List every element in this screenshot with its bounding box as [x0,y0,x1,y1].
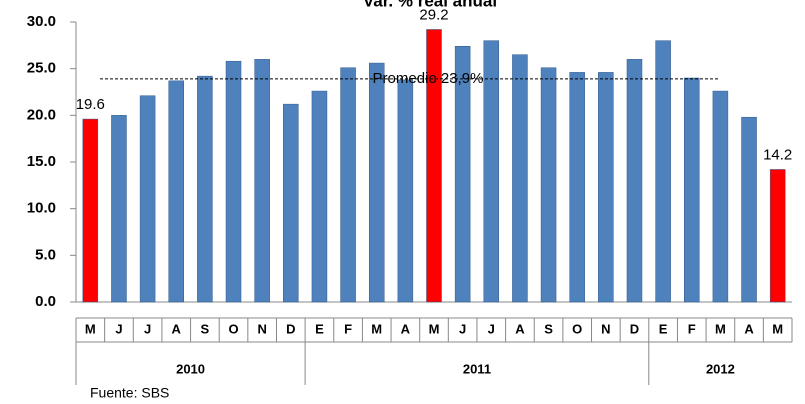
bar [340,67,356,303]
bar [569,72,585,303]
bar [111,115,127,303]
x-tick-label: M [772,321,783,336]
bar [168,80,184,303]
bar [512,54,528,303]
x-tick-label: S [544,321,553,336]
x-tick-label: E [315,321,324,336]
y-tick-label: 5.0 [35,246,56,263]
source: Fuente: SBS [90,385,169,401]
x-tick-label: A [744,321,754,336]
bar [197,75,213,303]
bar [368,62,385,303]
x-tick-label: D [286,321,295,336]
year-label: 2010 [176,361,205,376]
x-tick-label: N [257,321,266,336]
x-tick-label: J [115,321,122,336]
bar [626,59,643,303]
bar [82,118,99,303]
year-label: 2012 [706,361,735,376]
bar [426,29,442,303]
bar [540,67,557,303]
x-tick-label: M [371,321,382,336]
x-tick-label: O [572,321,582,336]
bar [225,60,242,303]
x-tick-label: A [515,321,525,336]
y-tick-label: 0.0 [35,293,56,310]
y-tick-label: 30.0 [27,13,56,30]
x-tick-label: F [344,321,352,336]
bar [684,77,700,303]
x-tick-label: J [144,321,151,336]
x-tick-label: D [630,321,639,336]
bar [254,59,270,303]
y-tick-label: 25.0 [27,60,56,77]
x-tick-label: S [201,321,210,336]
x-tick-label: M [715,321,726,336]
x-tick-label: M [429,321,440,336]
y-tick-label: 20.0 [27,106,56,123]
bar [712,90,729,303]
x-tick-label: A [172,321,182,336]
x-tick-label: F [688,321,696,336]
bar [397,79,414,303]
bar [769,169,786,303]
data-label: 29.2 [419,6,448,23]
chart-title: Var. % real anual [363,0,497,10]
data-label: 19.6 [76,96,105,113]
y-tick-label: 15.0 [27,153,56,170]
x-tick-label: J [459,321,466,336]
bar [655,40,671,303]
bar [741,116,757,303]
data-label: 14.2 [763,146,792,163]
x-tick-label: J [488,321,495,336]
bar [598,72,614,303]
x-tick-label: N [601,321,610,336]
x-tick-label: O [228,321,238,336]
year-label: 2011 [463,361,491,376]
bar [283,103,299,303]
bar [454,46,471,303]
x-tick-label: M [85,321,96,336]
bar [139,95,156,303]
y-tick-label: 10.0 [27,200,56,217]
x-tick-label: E [659,321,668,336]
average-label: Promedio 23,9% [373,70,484,87]
x-tick-label: A [401,321,411,336]
bar [483,40,500,303]
bar [311,90,328,303]
